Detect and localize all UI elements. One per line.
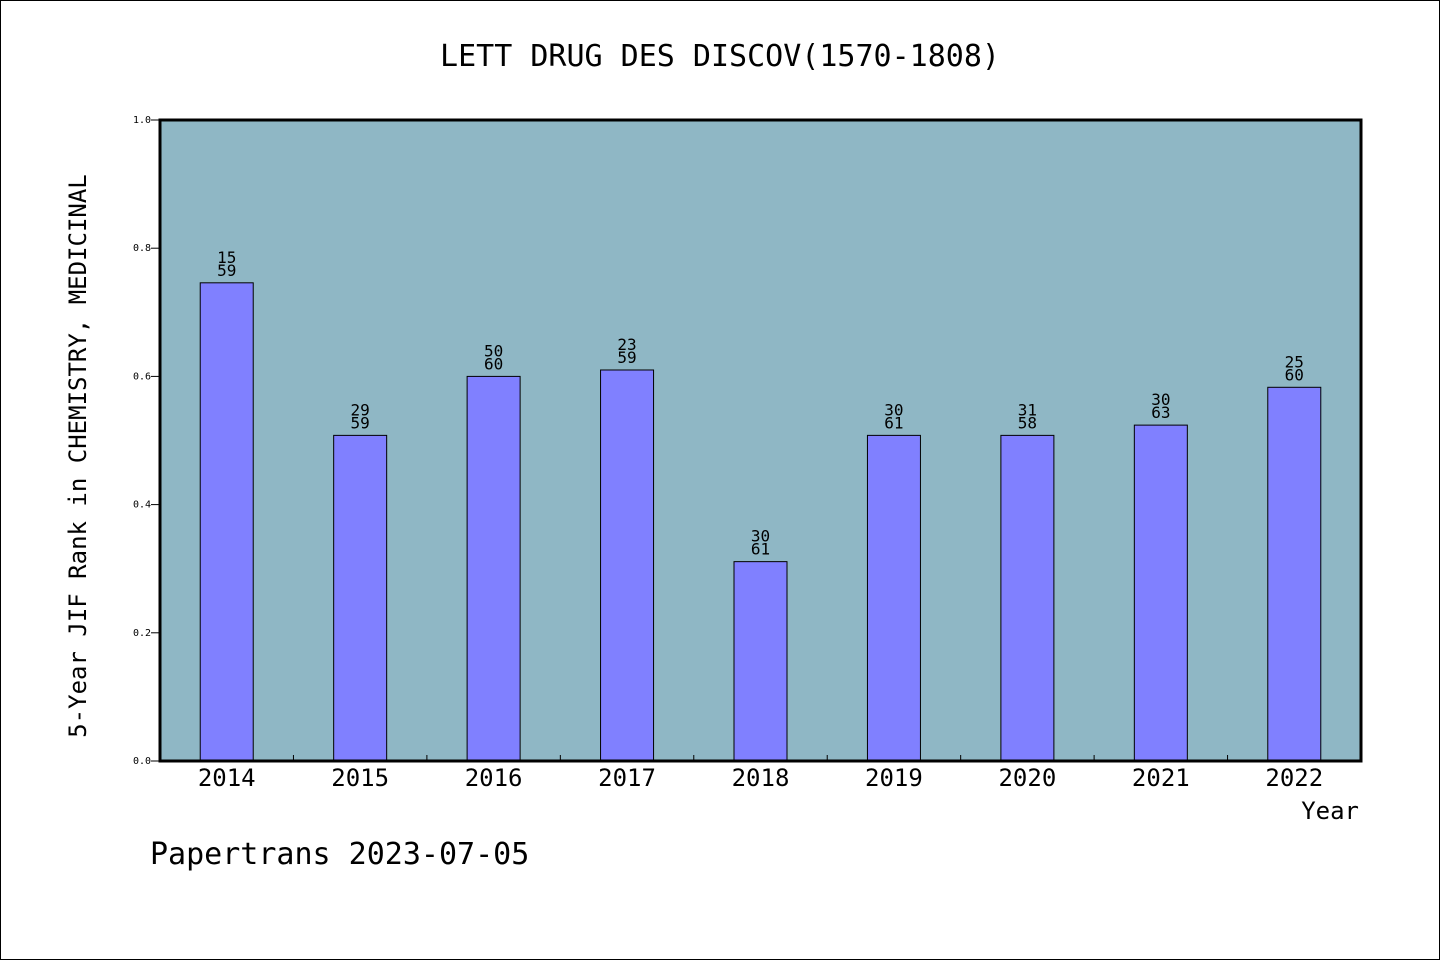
- x-axis-ticks: 2014 2015 2016 2017 2018 2019 2020 2021 2022: [198, 755, 1323, 792]
- bar-2021: [1133, 424, 1188, 762]
- x-tick-label: 2022: [1265, 764, 1323, 792]
- bar-label-bottom: 63: [1151, 403, 1170, 422]
- x-tick-label: 2019: [865, 764, 923, 792]
- bar-label-top: 30: [1151, 390, 1170, 409]
- bar-2018: [733, 561, 788, 762]
- footer-text: Papertrans 2023-07-05: [150, 837, 529, 872]
- bar-2014: [199, 282, 254, 762]
- x-tick-label: 2014: [198, 764, 256, 792]
- bar-2015: [333, 434, 388, 762]
- bar-2017: [600, 369, 655, 762]
- bar-label-top: 23: [617, 335, 636, 354]
- bar-label-top: 31: [1018, 400, 1037, 419]
- bar-label-bottom: 61: [751, 540, 770, 559]
- y-tick-label: 0.8: [133, 243, 151, 254]
- y-axis-label: 5-Year JIF Rank in CHEMISTRY, MEDICINAL: [64, 174, 92, 738]
- bar-label-bottom: 61: [884, 413, 903, 432]
- x-tick-label: 2021: [1132, 764, 1190, 792]
- x-tick-label: 2018: [732, 764, 790, 792]
- bar-label-top: 29: [351, 400, 370, 419]
- bar-label-top: 30: [751, 527, 770, 546]
- y-tick-label: 0.0: [133, 756, 151, 767]
- bar-2020: [1000, 434, 1055, 762]
- y-tick-label: 1.0: [133, 115, 151, 126]
- bars-group: [199, 282, 1322, 762]
- bar-2016: [466, 375, 521, 762]
- y-tick-label: 0.6: [133, 371, 151, 382]
- bar-label-bottom: 59: [351, 413, 370, 432]
- y-tick-label: 0.2: [133, 628, 151, 639]
- y-axis-ticks: 0.0 0.2 0.4 0.6 0.8 1.0: [133, 115, 160, 767]
- bar-2019: [866, 434, 921, 762]
- x-tick-label: 2016: [465, 764, 523, 792]
- chart-title: LETT DRUG DES DISCOV(1570-1808): [440, 39, 1000, 74]
- bar-label-top: 50: [484, 341, 503, 360]
- bar-label-bottom: 60: [1285, 365, 1304, 384]
- x-tick-label: 2017: [598, 764, 656, 792]
- bar-label-top: 15: [217, 248, 236, 267]
- bar-label-bottom: 59: [217, 261, 236, 280]
- y-tick-label: 0.4: [133, 500, 151, 511]
- bar-2022: [1267, 386, 1322, 762]
- bar-label-bottom: 58: [1018, 413, 1037, 432]
- bar-label-top: 25: [1285, 352, 1304, 371]
- bar-label-top: 30: [884, 400, 903, 419]
- plot-border: [158, 118, 1363, 763]
- x-axis-label: Year: [1301, 797, 1359, 825]
- x-tick-label: 2020: [998, 764, 1056, 792]
- bar-label-bottom: 60: [484, 354, 503, 373]
- bar-label-bottom: 59: [617, 348, 636, 367]
- x-tick-label: 2015: [331, 764, 389, 792]
